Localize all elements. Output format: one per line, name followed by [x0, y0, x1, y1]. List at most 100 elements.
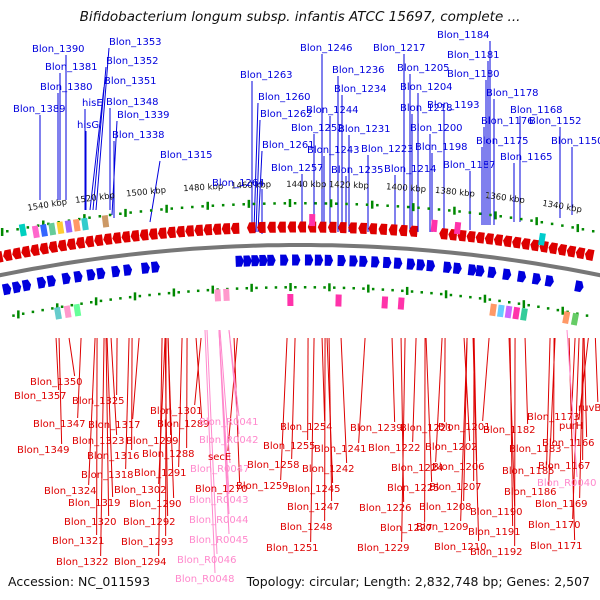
- bottom-gene-label: Blon_1357: [14, 391, 67, 402]
- reverse-gene-arrow: [246, 222, 256, 234]
- tick-major: [444, 290, 448, 299]
- forward-gene-arrow: [36, 276, 46, 289]
- scale-label: 1400 kbp: [386, 182, 427, 195]
- top-gene-label: Blon_1244: [306, 105, 359, 116]
- callout-line: [194, 337, 202, 406]
- tick-major: [522, 300, 526, 309]
- feature-block: [54, 306, 62, 320]
- tick-dot: [139, 210, 143, 213]
- reverse-gene-arrow: [3, 249, 13, 262]
- bottom-gene-label: Blon_1170: [528, 520, 581, 531]
- tick-dot: [449, 293, 453, 297]
- reverse-gene-arrow: [194, 224, 204, 236]
- bottom-gene-label: Blon_1302: [114, 485, 167, 496]
- top-gene-label: Blon_1380: [40, 82, 93, 93]
- top-gene-label: Blon_1390: [32, 44, 85, 55]
- tick-dot: [458, 210, 461, 213]
- bottom-gene-label: Blon_1255: [263, 441, 316, 452]
- tick-dot: [304, 202, 307, 205]
- tick-dot: [274, 286, 278, 289]
- scale-label: 1380 kbp: [435, 186, 476, 200]
- bottom-gene-label: Blon_1247: [287, 502, 340, 513]
- tick-major: [17, 310, 20, 319]
- feature-block: [31, 225, 40, 239]
- bottom-gene-label: Blon_1322: [56, 557, 109, 568]
- feature-block: [72, 218, 81, 232]
- tick-dot: [26, 226, 30, 229]
- forward-gene-arrow: [86, 268, 96, 281]
- scale-label: 1340 kbp: [541, 199, 582, 216]
- tick-dot: [376, 203, 379, 207]
- forward-gene-arrow: [150, 261, 160, 273]
- bottom-gene-label: Blon_1289: [157, 419, 210, 430]
- bottom-gene-label: Blon_1259: [236, 481, 289, 492]
- callout-line: [460, 337, 468, 522]
- tick-dot: [396, 205, 400, 208]
- top-gene-label: Blon_1187: [443, 160, 496, 171]
- callout-line: [571, 337, 576, 412]
- tick-dot: [468, 211, 472, 214]
- callout-line: [95, 47, 110, 211]
- forward-gene-arrow: [259, 254, 268, 267]
- tick-dot: [499, 215, 502, 218]
- tick-dot: [242, 203, 245, 206]
- bottom-gene-label: Blon_1208: [419, 502, 472, 513]
- rna-label: Blon_R0044: [189, 515, 249, 526]
- reverse-gene-arrow: [121, 231, 131, 243]
- forward-gene-arrow: [141, 262, 150, 274]
- reverse-gene-arrow: [167, 226, 176, 239]
- feature-block: [335, 294, 342, 307]
- reverse-gene-arrow: [66, 238, 77, 251]
- tick-dot: [264, 286, 268, 289]
- top-gene-label: Blon_1176: [481, 116, 534, 127]
- feature-block: [18, 223, 27, 237]
- feature-block: [40, 223, 48, 237]
- tick-dot: [283, 202, 287, 205]
- forward-gene-arrow: [337, 254, 346, 267]
- top-gene-label: Blon_1223: [361, 144, 414, 155]
- bottom-gene-label: Blon_1292: [123, 517, 176, 528]
- backbone-arc: [0, 243, 600, 278]
- reverse-gene-arrow: [388, 224, 398, 236]
- forward-gene-arrow: [393, 257, 403, 269]
- forward-gene-arrow: [426, 259, 436, 272]
- tick-dot: [232, 203, 235, 206]
- reverse-gene-arrow: [203, 224, 213, 236]
- tick-dot: [556, 308, 560, 312]
- reverse-gene-arrow: [221, 223, 231, 235]
- bottom-gene-label: Blon_1221: [400, 423, 453, 434]
- tick-dot: [284, 286, 287, 289]
- tick-dot: [355, 203, 359, 206]
- top-gene-label: Blon_1217: [373, 43, 426, 54]
- tick-dot: [459, 294, 462, 298]
- tick-major: [576, 224, 580, 233]
- tick-major: [124, 208, 127, 217]
- forward-gene-arrow: [324, 254, 334, 266]
- bottom-gene-label: Blon_1210: [434, 542, 487, 553]
- forward-gene-arrow: [574, 280, 584, 293]
- tick-dot: [437, 208, 441, 211]
- tick-dot: [167, 291, 171, 295]
- tick-major: [288, 199, 292, 208]
- bottom-gene-label: secE: [208, 452, 231, 463]
- feature-block: [214, 289, 222, 302]
- bottom-gene-label: Blon_1347: [33, 419, 86, 430]
- feature-block: [504, 305, 513, 319]
- top-gene-labels: Blon_1390 Blon_1381 Blon_1380 Blon_1389 Blon…: [13, 30, 600, 189]
- reverse-gene-arrow: [48, 241, 59, 253]
- tick-dot: [420, 291, 424, 294]
- tick-major: [405, 286, 409, 295]
- bottom-gene-label: Blon_1182: [483, 425, 536, 436]
- callout-line: [100, 337, 105, 557]
- feature-block: [223, 288, 230, 302]
- bottom-gene-label: Blon_1209: [416, 522, 469, 533]
- reverse-gene-arrow: [317, 221, 327, 233]
- top-gene-label: Blon_1351: [104, 76, 157, 87]
- tick-dot: [365, 203, 369, 206]
- bottom-gene-label: Blon_1254: [280, 422, 333, 433]
- bottom-gene-label: Blon_1166: [542, 438, 595, 449]
- forward-gene-arrow: [280, 254, 289, 266]
- tick-dot: [129, 211, 132, 214]
- reverse-gene-arrow: [297, 221, 307, 233]
